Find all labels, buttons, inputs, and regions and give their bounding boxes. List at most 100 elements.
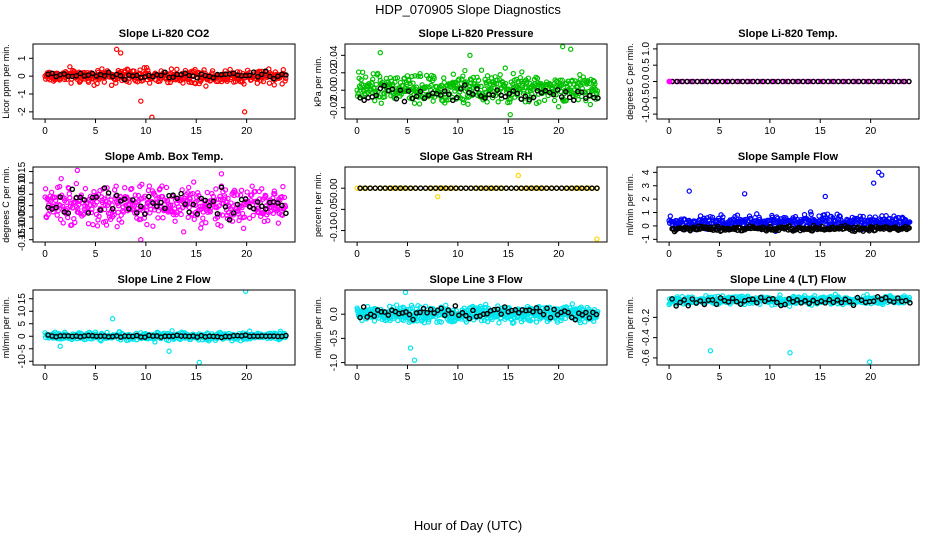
- x-tick-label: 10: [140, 249, 152, 260]
- data-point: [758, 78, 764, 85]
- data-point: [204, 189, 211, 196]
- data-point-black: [105, 69, 112, 76]
- data-point-black: [543, 185, 550, 191]
- data-point: [73, 180, 80, 187]
- data-point-black: [474, 86, 480, 92]
- points: [666, 78, 912, 85]
- data-point-black: [442, 185, 449, 191]
- outlier-point: [74, 167, 81, 174]
- data-point: [131, 68, 137, 74]
- data-point: [101, 79, 108, 85]
- outlier-point: [196, 359, 202, 365]
- y-tick-label: 10: [17, 305, 28, 317]
- data-point-black: [850, 78, 857, 85]
- outlier-point: [242, 290, 249, 294]
- y-tick-label: 2: [641, 196, 652, 202]
- y-tick-label: 0.5: [641, 58, 652, 72]
- data-point: [842, 78, 849, 85]
- data-point-black: [810, 78, 816, 85]
- data-point: [701, 78, 708, 85]
- data-point-black: [431, 310, 437, 316]
- data-point: [782, 78, 789, 85]
- data-point-black: [473, 185, 479, 191]
- data-point-black: [488, 185, 494, 191]
- data-point-black: [422, 185, 429, 191]
- data-point-black: [362, 185, 368, 191]
- data-point: [394, 75, 401, 81]
- data-point-black: [583, 309, 589, 316]
- panel-3: Slope Li-820 Temp. 0 5 10 15 20 -1.0-0.50.0 0.5…: [625, 28, 920, 137]
- data-point-black: [202, 197, 209, 204]
- data-point-black: [246, 72, 253, 79]
- data-point-black: [570, 97, 577, 104]
- data-point: [907, 219, 913, 225]
- data-point-black: [724, 78, 731, 85]
- data-point: [443, 97, 449, 103]
- data-point: [467, 83, 473, 90]
- data-point: [496, 320, 502, 326]
- data-point: [240, 225, 247, 232]
- data-point-black: [526, 97, 533, 103]
- y-tick-label: -10: [17, 354, 28, 369]
- data-point-black: [109, 205, 116, 212]
- data-point: [48, 189, 55, 196]
- data-point-black: [463, 312, 469, 319]
- data-point: [462, 67, 468, 74]
- data-point: [857, 213, 863, 219]
- data-point: [707, 213, 713, 220]
- data-point-black: [454, 94, 460, 101]
- data-point: [230, 212, 237, 218]
- data-point: [417, 73, 424, 79]
- data-point: [786, 303, 793, 309]
- panel-title: Slope Line 4 (LT) Flow: [730, 274, 846, 286]
- plot-frame: [32, 43, 296, 120]
- data-point-black: [81, 197, 88, 203]
- data-point: [275, 220, 282, 226]
- data-point: [238, 187, 245, 194]
- data-point-black: [170, 192, 176, 199]
- data-point: [283, 75, 289, 82]
- data-point: [152, 339, 158, 345]
- data-point: [248, 192, 255, 198]
- data-point: [592, 81, 598, 87]
- data-point-black: [795, 78, 801, 85]
- data-point: [406, 77, 412, 84]
- data-point: [502, 65, 508, 71]
- data-point-black: [780, 78, 786, 85]
- x-tick-label: 20: [241, 372, 253, 383]
- y-axis-label: Licor ppm per min.: [1, 44, 11, 119]
- data-point: [793, 78, 799, 85]
- plot-frame: [344, 289, 608, 366]
- data-point: [58, 216, 64, 223]
- data-point: [687, 78, 693, 85]
- x-tick-label: 15: [191, 249, 203, 260]
- data-point-black: [142, 211, 148, 217]
- x-axis-caption: Hour of Day (UTC): [413, 518, 523, 533]
- data-point-black: [749, 78, 756, 85]
- y-tick-label: -5: [17, 344, 28, 353]
- x-tick-label: 0: [42, 249, 48, 260]
- data-point-black: [554, 87, 561, 93]
- data-point-black: [77, 194, 84, 201]
- panel-title: Slope Li-820 Pressure: [419, 28, 534, 40]
- data-point: [218, 223, 224, 229]
- data-point: [888, 78, 894, 85]
- data-point-black: [407, 185, 414, 191]
- y-axis-label: degrees C per min.: [625, 43, 635, 120]
- data-point-black: [513, 185, 520, 191]
- data-point: [265, 209, 271, 216]
- data-point-black: [530, 94, 537, 101]
- data-point: [227, 205, 234, 212]
- x-tick-label: 0: [666, 372, 672, 383]
- data-point-black: [242, 196, 249, 202]
- data-point: [722, 78, 729, 85]
- data-point: [167, 79, 173, 86]
- data-point: [373, 81, 379, 88]
- y-tick-label: 0.05: [17, 184, 28, 204]
- data-point: [443, 302, 449, 309]
- data-point: [191, 179, 197, 185]
- data-point-black: [420, 305, 427, 312]
- data-point: [475, 77, 482, 84]
- panel-4: Slope Amb. Box Temp. 0 5 10 15 20 -0.15-0.10-0…: [1, 151, 296, 260]
- data-point-black: [89, 70, 96, 77]
